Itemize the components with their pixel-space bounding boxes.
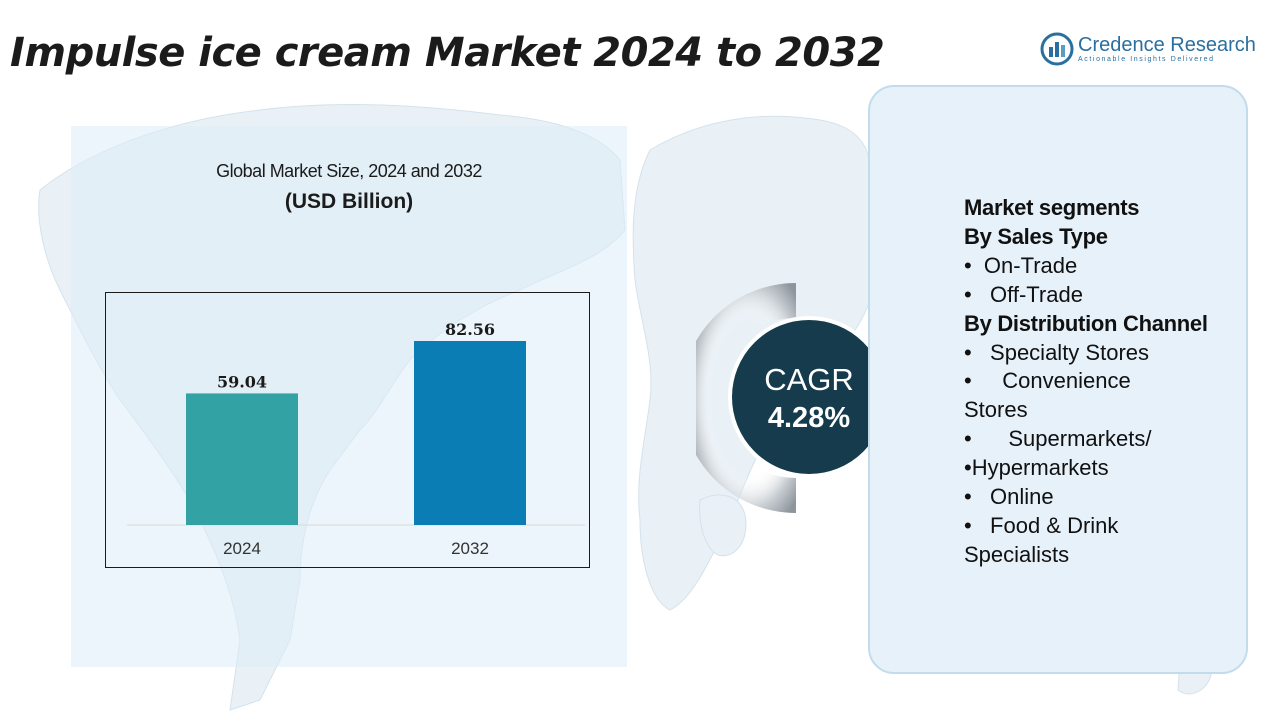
cagr-badge: CAGR 4.28% [728, 316, 890, 478]
segment-heading: By Sales Type [964, 223, 1108, 249]
cagr-value: 4.28% [767, 402, 851, 434]
x-tick-label: 2024 [223, 539, 261, 558]
segment-item: • Off-Trade [964, 281, 1083, 307]
segment-item: Stores [964, 397, 1028, 423]
cagr-label: CAGR [764, 362, 854, 397]
credence-logo-icon [1040, 32, 1074, 66]
bar-value-label: 82.56 [445, 320, 495, 339]
brand-logo[interactable]: Credence Research Actionable Insights De… [1040, 32, 1256, 68]
x-tick-label: 2032 [451, 539, 489, 558]
chart-title: Global Market Size, 2024 and 2032 [216, 161, 482, 181]
segments-list: Market segments By Sales Type • On-Trade • … [964, 194, 1254, 570]
chart-unit-label: (USD Billion) [284, 190, 414, 213]
page-title: Impulse ice cream Market 2024 to 2032 [10, 30, 885, 76]
bar-2032 [414, 341, 526, 525]
segment-item: • Online [964, 484, 1054, 510]
segment-heading: By Distribution Channel [964, 310, 1208, 336]
segment-heading: Market segments [964, 195, 1140, 220]
segment-item: • Supermarkets/ [964, 426, 1152, 452]
brand-name: Credence Research [1078, 34, 1256, 56]
segment-item: Specialists [964, 541, 1070, 567]
segment-item: • Food & Drink [964, 512, 1119, 538]
plot-frame [105, 292, 590, 568]
segments-panel [868, 85, 1248, 674]
segment-item: • Convenience [964, 368, 1131, 394]
cagr-ring-decoration [696, 283, 796, 513]
chart-panel: Global Market Size, 2024 and 2032 (USD B… [71, 126, 627, 667]
bar-2024 [186, 393, 298, 525]
bar-value-label: 59.04 [217, 372, 267, 391]
segment-item: • On-Trade [964, 252, 1078, 278]
brand-tagline: Actionable Insights Delivered [1078, 56, 1215, 63]
segment-item: • Specialty Stores [964, 339, 1150, 365]
segment-item: •Hypermarkets [964, 455, 1109, 481]
